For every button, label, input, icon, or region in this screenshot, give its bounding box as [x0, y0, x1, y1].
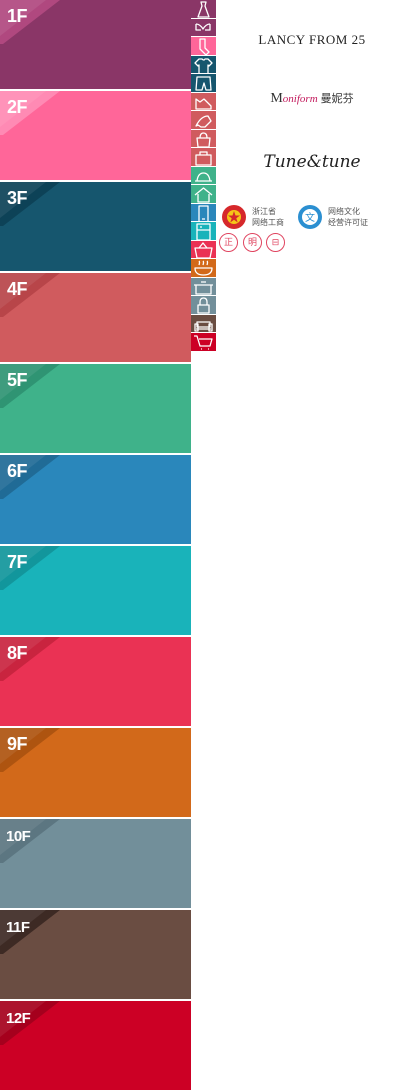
floor-tab-shape	[0, 728, 60, 772]
floor-block[interactable]: 6F	[0, 455, 191, 544]
brand-maniform-logo[interactable]: Moniform 曼妮芬	[216, 90, 408, 107]
floor-tab-shape	[0, 91, 60, 135]
floor-block[interactable]: 11F	[0, 910, 191, 999]
floor-block[interactable]: 1F	[0, 0, 191, 89]
svg-text:文: 文	[305, 211, 315, 224]
culture-line2: 经营许可证	[328, 218, 368, 227]
floor-label: 11F	[6, 919, 30, 936]
certification-badges: 浙江省网络工商 文 网络文化经营许可证	[221, 204, 381, 264]
hat-icon[interactable]	[191, 166, 216, 184]
floor-block[interactable]: 8F	[0, 637, 191, 726]
culture-line1: 网络文化	[328, 207, 360, 216]
floor-tab-shape	[0, 546, 60, 590]
dress-icon[interactable]	[191, 0, 216, 18]
floor-tab-shape	[0, 637, 60, 681]
cart-icon[interactable]	[191, 333, 216, 351]
floor-tab-shape	[0, 455, 60, 499]
bag-icon[interactable]	[191, 148, 216, 166]
floor-tab-shape	[0, 273, 60, 317]
basket-icon[interactable]	[191, 240, 216, 259]
handbag-icon[interactable]	[191, 129, 216, 148]
culture-license-badge[interactable]: 文 网络文化经营许可证	[297, 204, 368, 230]
lock-icon[interactable]	[191, 296, 216, 314]
shoe-icon[interactable]	[191, 92, 216, 110]
floor-label: 8F	[7, 643, 28, 663]
floor-label: 6F	[7, 461, 28, 481]
floor-tab-shape	[0, 182, 60, 226]
aic-badge[interactable]: 浙江省 网络工商	[221, 204, 284, 230]
floor-tab-shape	[0, 0, 60, 44]
floor-block[interactable]: 3F	[0, 182, 191, 271]
sock-icon[interactable]	[191, 37, 216, 55]
phone-icon[interactable]	[191, 203, 216, 222]
appliance-icon[interactable]	[191, 222, 216, 240]
house-icon[interactable]	[191, 185, 216, 203]
trust-circle-icon[interactable]: 明	[243, 233, 262, 252]
record-circle-icon[interactable]: ⊟	[266, 233, 285, 252]
aic-line2: 网络工商	[252, 218, 284, 227]
floor-tab-shape	[0, 364, 60, 408]
floor-label: 1F	[7, 6, 28, 26]
shorts-icon[interactable]	[191, 74, 216, 92]
floor-label: 4F	[7, 279, 28, 299]
floor-label: 7F	[7, 552, 28, 572]
food-icon[interactable]	[191, 259, 216, 277]
bra-icon[interactable]	[191, 18, 216, 36]
category-icon-bar	[191, 0, 216, 352]
sofa-icon[interactable]	[191, 314, 216, 332]
floor-tab-shape	[0, 1001, 60, 1045]
brand-lancy-logo[interactable]: LANCY FROM 25	[258, 32, 366, 47]
floor-label: 2F	[7, 97, 28, 117]
emblem-icon	[222, 205, 246, 229]
floor-tab-shape	[0, 910, 60, 954]
floor-list: 1F 2F 3F 4F 5F 6F 7F 8F 9F 10F 11F 12F	[0, 0, 191, 1092]
maniform-chinese: 曼妮芬	[320, 93, 354, 105]
floor-block[interactable]: 9F	[0, 728, 191, 817]
maniform-initial: M	[270, 91, 283, 106]
floor-label: 9F	[7, 734, 28, 754]
floor-label: 10F	[6, 828, 31, 845]
heel-icon[interactable]	[191, 111, 216, 129]
floor-label: 5F	[7, 370, 28, 390]
floor-block[interactable]: 12F	[0, 1001, 191, 1090]
floor-block[interactable]: 5F	[0, 364, 191, 453]
tshirt-icon[interactable]	[191, 55, 216, 74]
floor-tab-shape	[0, 819, 60, 863]
floor-block[interactable]: 4F	[0, 273, 191, 362]
floor-block[interactable]: 2F	[0, 91, 191, 180]
floor-block[interactable]: 7F	[0, 546, 191, 635]
floor-block[interactable]: 10F	[0, 819, 191, 908]
brand-tune-logo[interactable]: Tune&tune	[263, 152, 361, 172]
floor-label: 3F	[7, 188, 28, 208]
floor-label: 12F	[6, 1010, 31, 1027]
maniform-script: oniform	[282, 93, 318, 105]
culture-icon: 文	[298, 205, 322, 229]
aic-line1: 浙江省	[252, 207, 276, 216]
pot-icon[interactable]	[191, 277, 216, 295]
verify-circle-icon[interactable]: 正	[219, 233, 238, 252]
